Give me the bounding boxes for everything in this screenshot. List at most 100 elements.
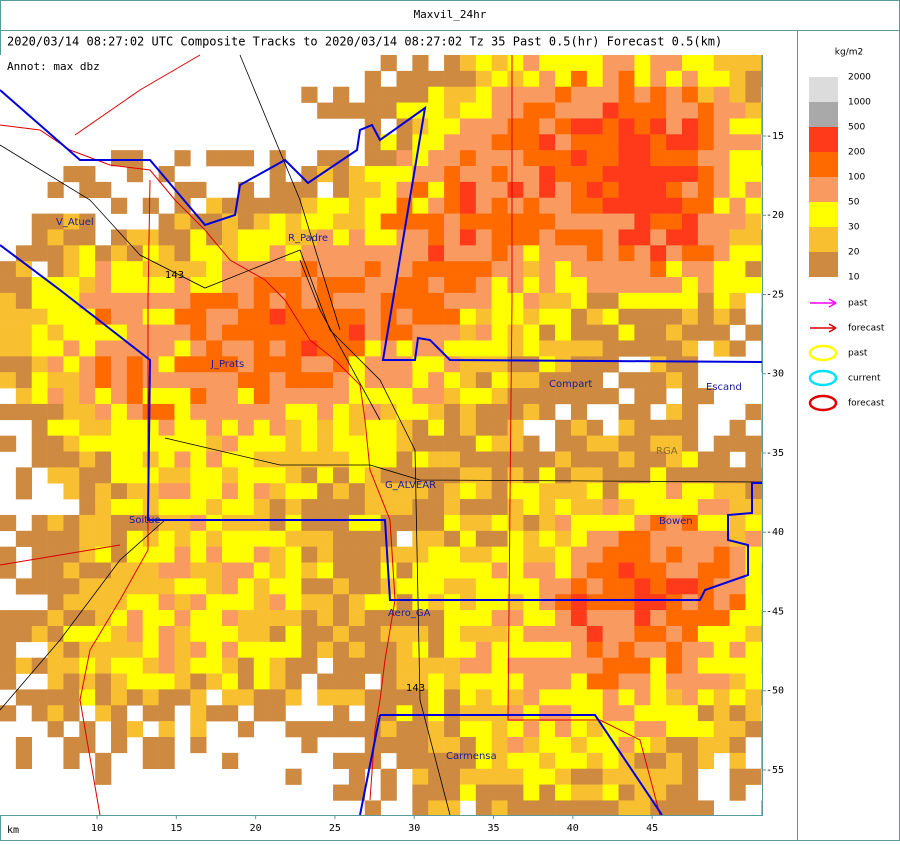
radar-cell xyxy=(412,451,429,468)
radar-cell xyxy=(650,594,667,611)
radar-cell xyxy=(142,546,159,563)
radar-cell xyxy=(570,578,588,595)
radar-cell xyxy=(618,625,635,643)
radar-cell xyxy=(523,166,540,183)
radar-cell xyxy=(174,673,191,690)
radar-cell xyxy=(618,467,635,484)
radar-cell xyxy=(634,166,651,183)
radar-cell xyxy=(95,483,112,500)
radar-cell xyxy=(15,610,33,627)
radar-cell xyxy=(348,483,366,500)
radar-cell xyxy=(555,562,572,579)
radar-cell xyxy=(666,752,683,769)
radar-cell xyxy=(713,340,730,357)
radar-cell xyxy=(570,229,588,246)
radar-cell xyxy=(650,657,667,674)
radar-cell xyxy=(729,134,746,151)
radar-cell xyxy=(586,530,603,547)
radar-cell xyxy=(444,166,461,183)
radar-cell xyxy=(618,229,635,246)
radar-cell xyxy=(222,514,239,532)
radar-cell xyxy=(174,514,191,532)
radar-cell xyxy=(681,467,699,484)
radar-cell xyxy=(729,340,746,357)
radar-cell xyxy=(190,261,207,278)
radar-cell xyxy=(253,657,270,674)
river xyxy=(0,544,121,566)
radar-cell xyxy=(79,419,96,436)
radar-cell xyxy=(79,261,96,278)
radar-cell xyxy=(745,229,762,246)
radar-cell xyxy=(618,689,635,706)
radar-cell xyxy=(570,197,588,214)
radar-cell xyxy=(475,514,492,532)
radar-cell xyxy=(586,261,603,278)
radar-cell xyxy=(666,721,683,738)
radar-cell xyxy=(745,324,762,341)
radar-cell xyxy=(444,356,461,373)
radar-cell xyxy=(364,800,381,816)
radar-cell xyxy=(745,483,762,500)
radar-cell xyxy=(301,499,318,516)
x-axis-label: km xyxy=(7,825,19,836)
radar-cell xyxy=(79,594,96,611)
radar-cell xyxy=(634,340,651,357)
radar-cell xyxy=(269,403,286,421)
radar-cell xyxy=(761,483,763,500)
radar-cell xyxy=(79,403,96,421)
radar-cell xyxy=(126,324,144,341)
radar-cell xyxy=(285,546,302,563)
radar-cell xyxy=(31,245,48,262)
radar-cell xyxy=(428,673,445,690)
radar-cell xyxy=(539,451,556,468)
radar-cell xyxy=(444,55,461,72)
radar-cell xyxy=(237,372,255,389)
radar-cell xyxy=(745,467,762,484)
radar-cell xyxy=(285,530,302,547)
radar-cell xyxy=(713,292,730,310)
radar-cell xyxy=(253,594,270,611)
radar-cell xyxy=(539,689,556,706)
radar-cell xyxy=(380,499,397,516)
radar-cell xyxy=(634,451,651,468)
boundaries xyxy=(0,89,763,816)
radar-cell xyxy=(174,689,191,706)
radar-cell xyxy=(475,277,492,294)
radar-cell xyxy=(206,356,223,373)
radar-cell xyxy=(95,562,112,579)
radar-cell xyxy=(618,213,635,230)
radar-cell xyxy=(142,324,159,341)
radar-cell xyxy=(206,403,223,421)
radar-cell xyxy=(237,483,255,500)
radar-cell xyxy=(618,546,635,563)
radar-cell xyxy=(396,435,413,452)
radar-cell xyxy=(729,102,746,119)
radar-cell xyxy=(539,308,556,325)
radar-cell xyxy=(475,467,492,484)
radar-cell xyxy=(348,356,366,373)
radar-cell xyxy=(222,150,239,167)
radar-cell xyxy=(206,150,223,167)
radar-cell xyxy=(237,578,255,595)
radar-cell xyxy=(222,372,239,389)
place-label: Aero_GA xyxy=(388,608,431,619)
radar-cell xyxy=(15,467,33,484)
radar-cell xyxy=(237,277,255,294)
radar-cell xyxy=(222,308,239,325)
radar-cell xyxy=(444,625,461,643)
radar-cell xyxy=(650,150,667,167)
radar-cell xyxy=(681,625,699,643)
radar-cell xyxy=(507,657,524,674)
radar-cell xyxy=(79,372,96,389)
radar-cell xyxy=(681,546,699,563)
radar-cell xyxy=(174,229,191,246)
radar-cell xyxy=(348,245,366,262)
radar-cell xyxy=(555,689,572,706)
radar-cell xyxy=(681,261,699,278)
radar-cell xyxy=(650,641,667,658)
legend-track-label: forecast xyxy=(848,324,885,334)
radar-cell xyxy=(713,530,730,547)
radar-cell xyxy=(380,435,397,452)
radar-cell xyxy=(301,625,318,643)
radar-cell xyxy=(650,356,667,373)
